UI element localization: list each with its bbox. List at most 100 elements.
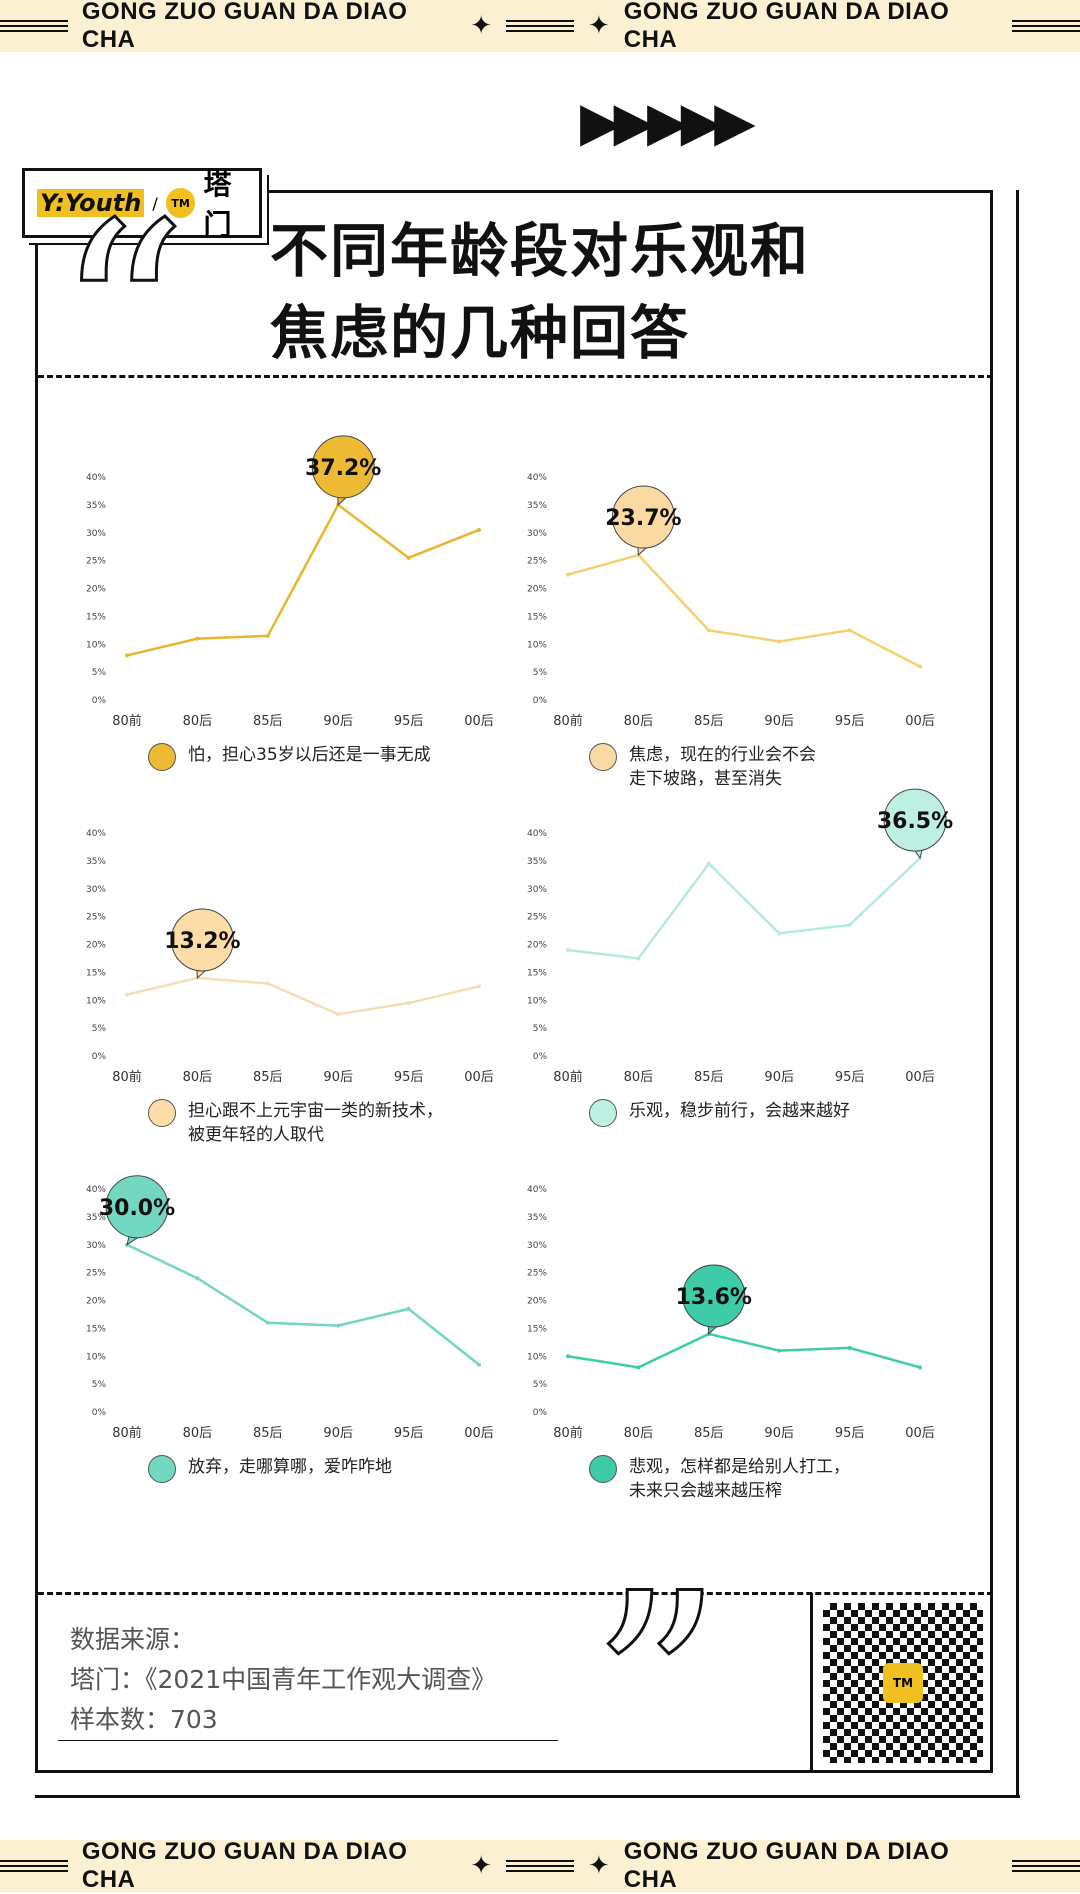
callout-bubble [105, 1175, 169, 1239]
x-tick-label: 90后 [764, 714, 794, 729]
y-tick-label: 25% [527, 1269, 547, 1279]
chart-legend: 乐观，稳步前行，会越来越好 [589, 1099, 850, 1127]
data-point [918, 664, 922, 669]
callout-bubble [883, 788, 947, 852]
data-point [706, 628, 711, 633]
y-tick-label: 20% [86, 585, 106, 595]
data-point [406, 555, 411, 560]
data-point [777, 639, 782, 644]
page-title: 不同年龄段对乐观和 焦虑的几种回答 [270, 210, 810, 374]
callout-label: 13.2% [164, 929, 240, 954]
y-tick-label: 40% [527, 829, 547, 839]
line-chart-2: 0% 5% 10% 15% 20% 25% 30% 35% 40% 80前 80后 85后 90后 95后… [527, 473, 935, 729]
y-tick-label: 25% [86, 557, 106, 567]
stripes-decoration [0, 1860, 68, 1872]
frame-bottom [35, 1773, 1020, 1798]
callout-label: 37.2% [305, 456, 381, 481]
x-tick-label: 80后 [624, 714, 654, 729]
x-tick-label: 00后 [464, 1426, 494, 1441]
data-point [918, 1365, 922, 1370]
arrows-decoration-icon: ▶▶▶▶▶ [580, 90, 756, 153]
x-tick-label: 80前 [112, 713, 142, 729]
callout-bubble [311, 435, 375, 499]
y-tick-label: 10% [527, 1352, 547, 1362]
x-tick-label: 95后 [394, 1426, 424, 1441]
line-chart-5: 0% 5% 10% 15% 20% 25% 30% 35% 40% 80前 80后 85后 90后 95后… [86, 1175, 494, 1441]
callout-bubble [682, 1264, 746, 1328]
logo-box: Y:Youth / TM 塔门 [22, 168, 262, 241]
title-line-1: 不同年龄段对乐观和 [270, 217, 811, 285]
banner-text: GONG ZUO GUAN DA DIAO CHA [623, 1838, 950, 1893]
y-tick-label: 25% [86, 913, 106, 923]
x-tick-label: 00后 [905, 1070, 935, 1085]
qr-code[interactable]: TM [810, 1593, 993, 1773]
sparkle-icon: ✦ [587, 11, 610, 41]
source-label: 数据来源： [70, 1625, 196, 1654]
data-point [477, 1362, 481, 1367]
series-line [126, 976, 480, 1016]
y-tick-label: 25% [527, 557, 547, 567]
x-tick-label: 00后 [464, 1070, 494, 1085]
legend-swatch [148, 743, 176, 771]
y-tick-label: 35% [86, 857, 106, 867]
legend-swatch [148, 1099, 176, 1127]
callout-label: 36.5% [877, 809, 953, 834]
data-point [336, 1012, 341, 1017]
divider-line [58, 1740, 558, 1741]
y-tick-label: 0% [533, 696, 548, 706]
sample-size: 样本数：703 [70, 1705, 218, 1734]
y-tick-label: 35% [86, 501, 106, 511]
data-point [265, 981, 270, 986]
x-tick-label: 85后 [253, 714, 283, 729]
divider-dashed [38, 1592, 993, 1595]
y-tick-label: 15% [86, 968, 106, 978]
y-tick-label: 5% [533, 668, 548, 678]
x-tick-label: 85后 [694, 1070, 724, 1085]
stripes-decoration [506, 1860, 574, 1872]
x-tick-label: 80后 [183, 1070, 213, 1085]
x-tick-label: 90后 [323, 1070, 353, 1085]
y-tick-label: 0% [533, 1408, 548, 1418]
y-tick-label: 40% [527, 1185, 547, 1195]
banner-text: GONG ZUO GUAN DA DIAO CHA [623, 0, 950, 53]
data-point [336, 1323, 341, 1328]
chart-legend: 焦虑，现在的行业会不会 走下坡路，甚至消失 [589, 743, 816, 791]
sparkle-icon: ✦ [587, 1851, 610, 1881]
callout-bubble [611, 485, 675, 549]
title-line-2: 焦虑的几种回答 [270, 299, 691, 367]
legend-swatch [148, 1455, 176, 1483]
x-tick-label: 00后 [464, 714, 494, 729]
legend-label: 焦虑，现在的行业会不会 [629, 745, 816, 765]
divider: / [152, 193, 158, 213]
banner-text: GONG ZUO GUAN DA DIAO CHA [81, 0, 408, 53]
sparkle-icon: ✦ [470, 1851, 493, 1881]
y-tick-label: 35% [527, 501, 547, 511]
y-tick-label: 0% [92, 1408, 107, 1418]
legend-label: 走下坡路，甚至消失 [629, 769, 782, 789]
legend-label: 乐观，稳步前行，会越来越好 [629, 1101, 850, 1121]
x-tick-label: 85后 [694, 1426, 724, 1441]
data-point [265, 1320, 270, 1325]
legend-swatch [589, 1455, 617, 1483]
y-tick-label: 40% [86, 829, 106, 839]
y-tick-label: 35% [86, 1213, 106, 1223]
x-tick-label: 80后 [624, 1070, 654, 1085]
data-point [706, 861, 711, 866]
chart-legend: 担心跟不上元宇宙一类的新技术， 被更年轻的人取代 [148, 1099, 443, 1147]
x-tick-label: 85后 [694, 714, 724, 729]
x-tick-label: 90后 [323, 1426, 353, 1441]
legend-swatch [589, 1099, 617, 1127]
stripes-decoration [506, 20, 574, 32]
y-tick-label: 20% [527, 1297, 547, 1307]
banner-text: GONG ZUO GUAN DA DIAO CHA [81, 1838, 408, 1893]
y-tick-label: 30% [86, 1241, 106, 1251]
data-point [125, 992, 129, 997]
data-point [195, 636, 200, 641]
frame-side [993, 190, 1019, 1798]
data-point [636, 1365, 641, 1370]
x-tick-label: 00后 [905, 714, 935, 729]
legend-label: 悲观，怎样都是给别人打工， [629, 1457, 850, 1477]
top-banner: GONG ZUO GUAN DA DIAO CHA ✦ ✦ GONG ZUO GUAN… [0, 0, 1080, 53]
data-point [406, 1001, 411, 1006]
series-line [567, 857, 921, 960]
